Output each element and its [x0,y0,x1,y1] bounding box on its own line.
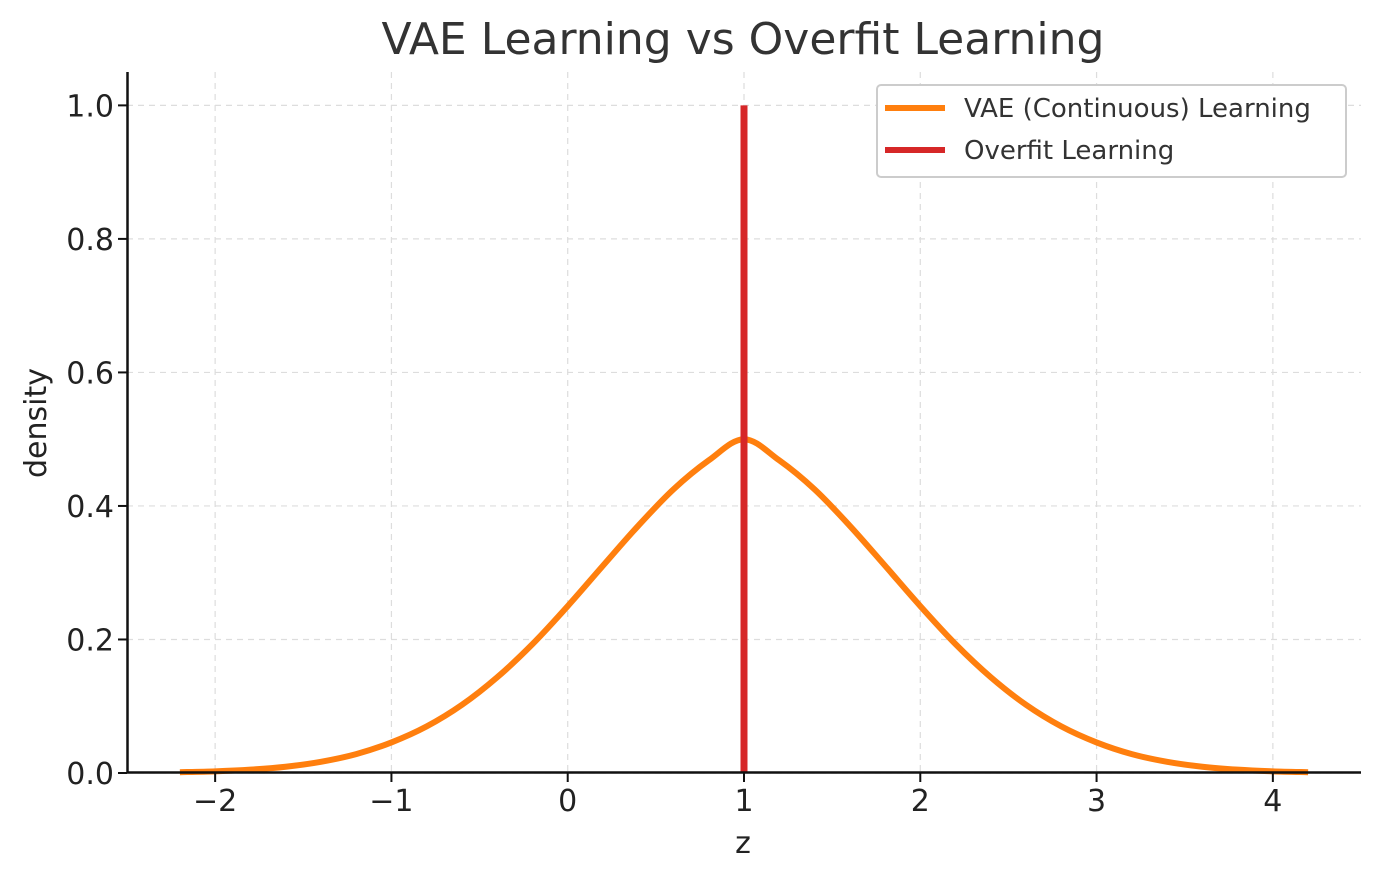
legend-box [876,84,1347,178]
x-tick-label: 2 [911,784,930,819]
legend-label-overfit: Overfit Learning [964,136,1174,166]
x-tick-label: 4 [1263,784,1282,819]
y-axis-label: density [19,368,54,478]
y-tick-label: 0.2 [66,623,114,658]
y-tick-label: 1.0 [66,89,114,124]
y-tick-label: 0.6 [66,356,114,391]
chart-title: VAE Learning vs Overfit Learning [382,14,1105,65]
x-axis-ticks: −2 −1 0 1 2 3 4 [193,773,1282,819]
y-tick-label: 0.8 [66,223,114,258]
x-tick-label: −2 [193,784,237,819]
x-tick-label: −1 [369,784,413,819]
legend-label-vae: VAE (Continuous) Learning [964,94,1311,124]
x-axis-label: z [735,826,751,861]
axes [126,72,1361,774]
legend: VAE (Continuous) Learning Overfit Learni… [876,84,1347,178]
y-tick-label: 0.0 [66,757,114,792]
y-tick-label: 0.4 [66,490,114,525]
x-tick-label: 3 [1087,784,1106,819]
x-tick-label: 0 [558,784,577,819]
y-axis-ticks: 0.0 0.2 0.4 0.6 0.8 1.0 [66,89,127,792]
x-tick-label: 1 [734,784,753,819]
series-layer [179,105,1309,776]
